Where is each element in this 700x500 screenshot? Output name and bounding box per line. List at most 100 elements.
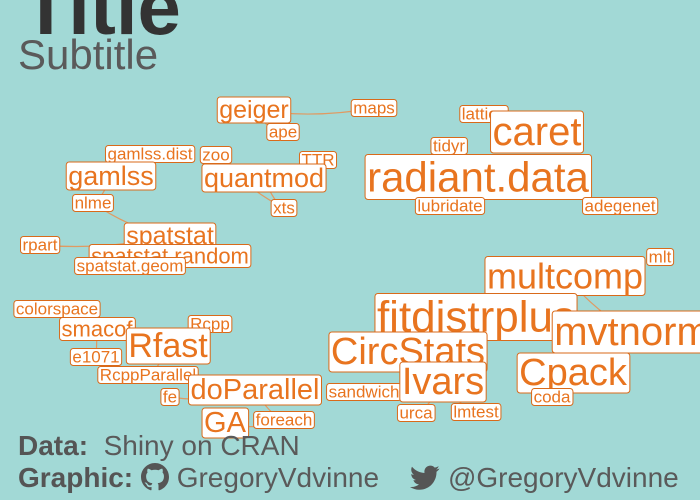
twitter-icon bbox=[410, 465, 440, 496]
node-label: RcppParallel bbox=[100, 366, 196, 385]
node-label-box bbox=[516, 352, 631, 394]
node-foreach: foreach bbox=[253, 411, 315, 430]
node-label: mlt bbox=[649, 248, 672, 267]
node-adegenet: adegenet bbox=[582, 197, 659, 216]
node-label: colorspace bbox=[16, 300, 98, 319]
node-label-box bbox=[20, 236, 61, 254]
node-coda: coda bbox=[531, 388, 574, 407]
node-label-box bbox=[201, 407, 250, 439]
node-label-box bbox=[270, 199, 298, 217]
node-zoo: zoo bbox=[199, 146, 233, 165]
data-caption: Data: Shiny on CRAN bbox=[18, 432, 300, 460]
node-label-box bbox=[551, 310, 700, 354]
node-label: ape bbox=[269, 123, 297, 142]
node-label: foreach bbox=[256, 411, 313, 430]
node-gamlss: gamlss bbox=[65, 161, 157, 191]
node-Rfast: Rfast bbox=[125, 327, 211, 365]
node-label-box bbox=[69, 348, 123, 366]
node-colorspace: colorspace bbox=[13, 300, 101, 319]
twitter-handle: @GregoryVdvinne bbox=[447, 462, 679, 493]
node-label: adegenet bbox=[585, 197, 656, 216]
node-label-box bbox=[160, 388, 180, 406]
node-label: nlme bbox=[75, 194, 112, 213]
node-label-box bbox=[490, 110, 584, 154]
chart-subtitle: Subtitle bbox=[18, 31, 159, 78]
node-rpart: rpart bbox=[20, 236, 61, 255]
node-label: gamlss.dist bbox=[107, 145, 192, 164]
node-label-box bbox=[399, 361, 487, 403]
node-label-box bbox=[201, 163, 327, 193]
node-label-box bbox=[74, 257, 186, 275]
node-label-box bbox=[531, 388, 574, 406]
node-label: maps bbox=[353, 99, 395, 118]
node-label-box bbox=[414, 197, 486, 215]
node-RcppParallel: RcppParallel bbox=[97, 366, 199, 385]
node-label-box bbox=[646, 248, 675, 266]
node-label: tidyr bbox=[433, 137, 465, 156]
node-label: rpart bbox=[23, 236, 58, 255]
node-label: urca bbox=[399, 404, 433, 423]
node-label: xts bbox=[273, 199, 295, 218]
node-urca: urca bbox=[396, 404, 436, 423]
node-label-box bbox=[266, 123, 300, 141]
node-GA: GA bbox=[201, 407, 250, 439]
node-label-box bbox=[396, 404, 436, 422]
node-label-box bbox=[13, 300, 101, 318]
node-label: fe bbox=[163, 388, 177, 407]
node-label: multcomp bbox=[487, 256, 643, 297]
node-tidyr: tidyr bbox=[430, 137, 468, 156]
node-label: coda bbox=[534, 388, 571, 407]
node-label: mvtnorm bbox=[554, 310, 700, 354]
node-fe: fe bbox=[160, 388, 180, 407]
node-label: Ivars bbox=[402, 361, 484, 403]
node-label: sandwich bbox=[329, 383, 400, 402]
node-label: doParallel bbox=[191, 374, 320, 406]
node-lmtest: lmtest bbox=[450, 403, 502, 422]
node-label: spatstat.geom bbox=[77, 257, 184, 276]
node-geiger: geiger bbox=[216, 96, 292, 124]
node-spatstat-geom: spatstat.geom bbox=[74, 257, 186, 276]
node-xts: xts bbox=[270, 199, 298, 218]
node-Cpack: Cpack bbox=[516, 352, 631, 394]
graphic-caption: Graphic: GregoryVdvinne @GregoryVdvinne bbox=[18, 463, 679, 496]
node-label-box bbox=[125, 327, 211, 365]
node-doParallel: doParallel bbox=[188, 374, 322, 406]
node-radiant-data: radiant.data bbox=[364, 154, 593, 201]
node-label-box bbox=[350, 99, 398, 117]
github-icon bbox=[140, 463, 169, 496]
node-label-box bbox=[216, 96, 292, 124]
node-label: quantmod bbox=[204, 163, 324, 193]
node-label: lubridate bbox=[417, 197, 482, 216]
data-caption-label: Data: bbox=[18, 430, 89, 461]
node-multcomp: multcomp bbox=[484, 256, 646, 297]
node-label: caret bbox=[493, 110, 582, 154]
github-handle: GregoryVdvinne bbox=[176, 462, 380, 493]
node-smacof: smacof bbox=[59, 317, 136, 342]
node-label: lmtest bbox=[453, 403, 499, 422]
chart-title: Title bbox=[22, 0, 181, 51]
node-label: zoo bbox=[202, 146, 229, 165]
node-label-box bbox=[450, 403, 502, 421]
node-maps: maps bbox=[350, 99, 398, 118]
node-label: GA bbox=[204, 407, 247, 439]
node-label: Rfast bbox=[128, 327, 208, 365]
node-mvtnorm: mvtnorm bbox=[551, 310, 700, 354]
graphic-caption-label: Graphic: bbox=[18, 462, 134, 493]
node-quantmod: quantmod bbox=[201, 163, 327, 193]
node-label: Cpack bbox=[519, 352, 628, 394]
node-mlt: mlt bbox=[646, 248, 675, 267]
node-label-box bbox=[65, 161, 157, 191]
node-label-box bbox=[72, 194, 114, 212]
node-label: smacof bbox=[62, 317, 134, 342]
node-label-box bbox=[253, 411, 315, 429]
node-gamlss-dist: gamlss.dist bbox=[104, 145, 196, 164]
node-label: radiant.data bbox=[367, 154, 589, 201]
node-label-box bbox=[188, 374, 322, 406]
node-e1071: e1071 bbox=[69, 348, 123, 367]
node-ape: ape bbox=[266, 123, 300, 142]
node-Ivars: Ivars bbox=[399, 361, 487, 403]
node-caret: caret bbox=[490, 110, 584, 154]
node-sandwich: sandwich bbox=[326, 383, 402, 402]
